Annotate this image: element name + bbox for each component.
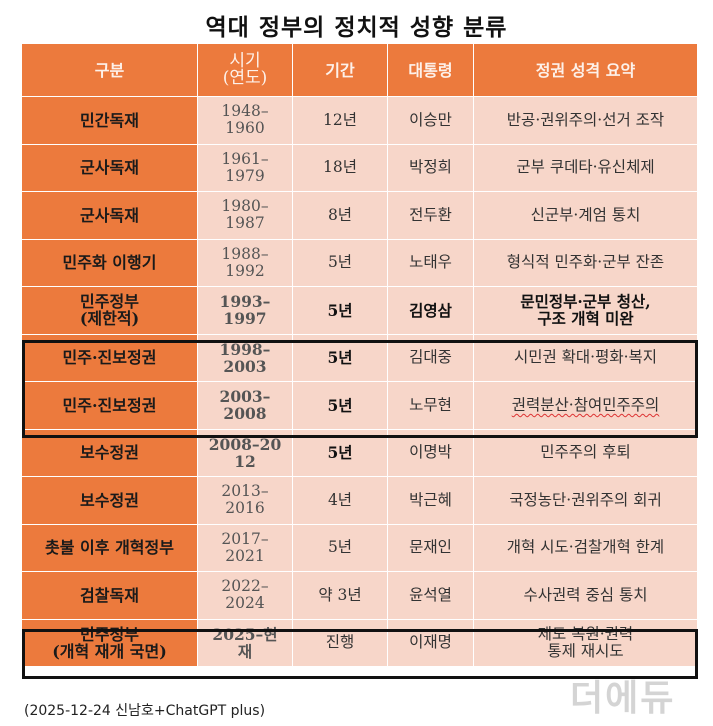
row-7-summary: 권력분산·참여민주주의	[474, 382, 698, 430]
row-5-category: 민주정부 (제한적)	[22, 287, 198, 335]
row-11-duration: 약 3년	[293, 572, 388, 620]
row-3-category: 군사독재	[22, 192, 198, 240]
row-10-category: 촛불 이후 개혁정부	[22, 524, 198, 572]
row-10-period: 2017– 2021	[198, 524, 293, 572]
row-9-category: 보수정권	[22, 477, 198, 525]
row-1-category: 민간독재	[22, 97, 198, 145]
row-3-president: 전두환	[388, 192, 474, 240]
header-duration: 기간	[293, 44, 388, 97]
row-3-period: 1980– 1987	[198, 192, 293, 240]
row-3-summary: 신군부·계엄 통치	[474, 192, 698, 240]
row-7-duration: 5년	[293, 382, 388, 430]
source-caption: (2025-12-24 신남호+ChatGPT plus)	[24, 703, 266, 719]
header-summary: 정권 성격 요약	[474, 44, 698, 97]
row-8-duration: 5년	[293, 429, 388, 477]
row-4-summary: 형식적 민주화·군부 잔존	[474, 239, 698, 287]
row-1-summary: 반공·권위주의·선거 조작	[474, 97, 698, 145]
page-title: 역대 정부의 정치적 성향 분류	[205, 14, 508, 41]
row-12-president: 이재명	[388, 619, 474, 667]
row-9-summary: 국정농단·권위주의 회귀	[474, 477, 698, 525]
row-12-category: 민주정부 (개혁 재개 국면)	[22, 619, 198, 667]
row-6-category: 민주·진보정권	[22, 334, 198, 382]
row-5-president: 김영삼	[388, 287, 474, 335]
row-1-president: 이승만	[388, 97, 474, 145]
row-2-president: 박정희	[388, 144, 474, 192]
row-6-summary: 시민권 확대·평화·복지	[474, 334, 698, 382]
row-9-period: 2013– 2016	[198, 477, 293, 525]
row-8-period: 2008–20 12	[198, 429, 293, 477]
row-4-category: 민주화 이행기	[22, 239, 198, 287]
row-5-duration: 5년	[293, 287, 388, 335]
row-8-summary: 민주주의 후퇴	[474, 429, 698, 477]
row-6-duration: 5년	[293, 334, 388, 382]
row-8-president: 이명박	[388, 429, 474, 477]
row-10-summary: 개혁 시도·검찰개혁 한계	[474, 524, 698, 572]
row-11-category: 검찰독재	[22, 572, 198, 620]
row-12-summary: 제도 복원·권력 통제 재시도	[474, 619, 698, 667]
row-12-period: 2025–현 재	[198, 619, 293, 667]
row-2-summary: 군부 쿠데타·유신체제	[474, 144, 698, 192]
row-7-category: 민주·진보정권	[22, 382, 198, 430]
row-7-period: 2003– 2008	[198, 382, 293, 430]
row-6-period: 1998– 2003	[198, 334, 293, 382]
row-11-summary: 수사권력 중심 통치	[474, 572, 698, 620]
row-2-duration: 18년	[293, 144, 388, 192]
row-9-president: 박근혜	[388, 477, 474, 525]
watermark-logo: 더에듀	[570, 678, 676, 719]
row-3-duration: 8년	[293, 192, 388, 240]
row-10-duration: 5년	[293, 524, 388, 572]
row-5-summary: 문민정부·군부 청산, 구조 개혁 미완	[474, 287, 698, 335]
row-4-duration: 5년	[293, 239, 388, 287]
row-2-category: 군사독재	[22, 144, 198, 192]
row-8-category: 보수정권	[22, 429, 198, 477]
row-9-duration: 4년	[293, 477, 388, 525]
row-4-president: 노태우	[388, 239, 474, 287]
government-classification-table: 구분 시기 (연도) 기간 대통령 정권 성격 요약 민간독재 1948– 1960 12년 이…	[22, 44, 698, 667]
row-12-duration: 진행	[293, 619, 388, 667]
row-7-president: 노무현	[388, 382, 474, 430]
row-1-duration: 12년	[293, 97, 388, 145]
row-4-period: 1988– 1992	[198, 239, 293, 287]
row-10-president: 문재인	[388, 524, 474, 572]
row-11-period: 2022– 2024	[198, 572, 293, 620]
row-6-president: 김대중	[388, 334, 474, 382]
header-period: 시기 (연도)	[198, 44, 293, 97]
header-category: 구분	[22, 44, 198, 97]
row-11-president: 윤석열	[388, 572, 474, 620]
row-5-period: 1993– 1997	[198, 287, 293, 335]
row-1-period: 1948– 1960	[198, 97, 293, 145]
header-president: 대통령	[388, 44, 474, 97]
row-2-period: 1961– 1979	[198, 144, 293, 192]
